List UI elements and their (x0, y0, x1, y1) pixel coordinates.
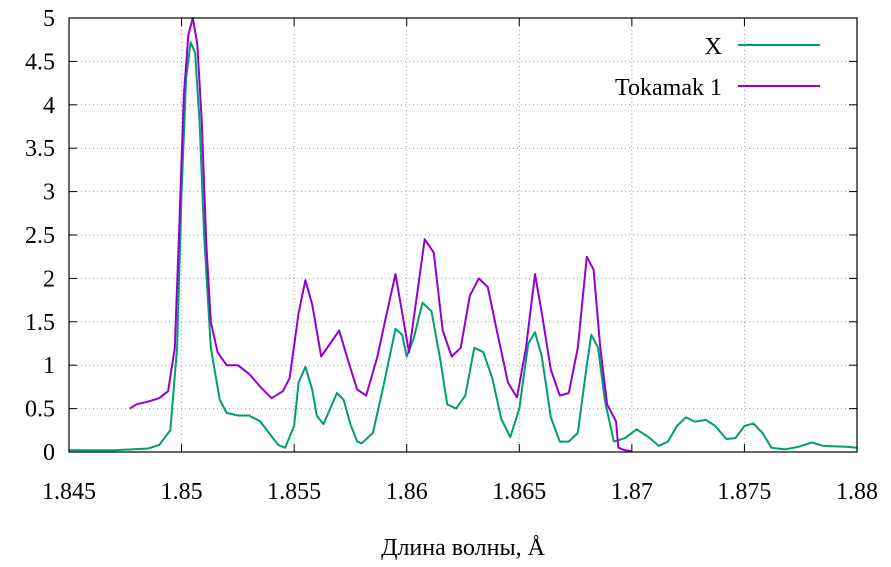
y-tick-label: 5 (43, 6, 55, 32)
series-lines (69, 17, 858, 453)
legend-label-tokamak: Tokamak 1 (615, 75, 722, 101)
y-tick-label: 0 (43, 440, 55, 466)
x-tick-label: 1.85 (161, 479, 203, 505)
y-tick-label: 3.5 (25, 136, 55, 162)
plot-frame (68, 17, 858, 453)
axis-ticks: 1.845 1.85 1.855 1.86 1.865 1.87 1.875 1.88 0 0.5… (25, 6, 878, 505)
x-tick-label: 1.86 (386, 479, 428, 505)
y-tick-label: 1.5 (25, 310, 55, 336)
series-line-tokamak-1 (129, 17, 633, 453)
x-tick-label: 1.875 (717, 479, 771, 505)
y-tick-label: 0.5 (25, 397, 55, 423)
y-tick-label: 2.5 (25, 223, 55, 249)
y-tick-label: 3 (43, 180, 55, 206)
legend: X Tokamak 1 (615, 34, 820, 101)
legend-label-x: X (705, 34, 722, 60)
x-tick-label: 1.845 (42, 479, 96, 505)
x-tick-label: 1.88 (836, 479, 878, 505)
y-tick-label: 2 (43, 266, 55, 292)
x-tick-label: 1.87 (611, 479, 653, 505)
x-tick-label: 1.855 (267, 479, 321, 505)
grid (69, 18, 857, 452)
y-tick-label: 4 (43, 93, 55, 119)
x-tick-label: 1.865 (492, 479, 546, 505)
x-axis-title: Длина волны, Å (381, 535, 545, 561)
y-tick-label: 1 (43, 353, 55, 379)
y-tick-label: 4.5 (25, 49, 55, 75)
series-line-x (69, 41, 858, 452)
